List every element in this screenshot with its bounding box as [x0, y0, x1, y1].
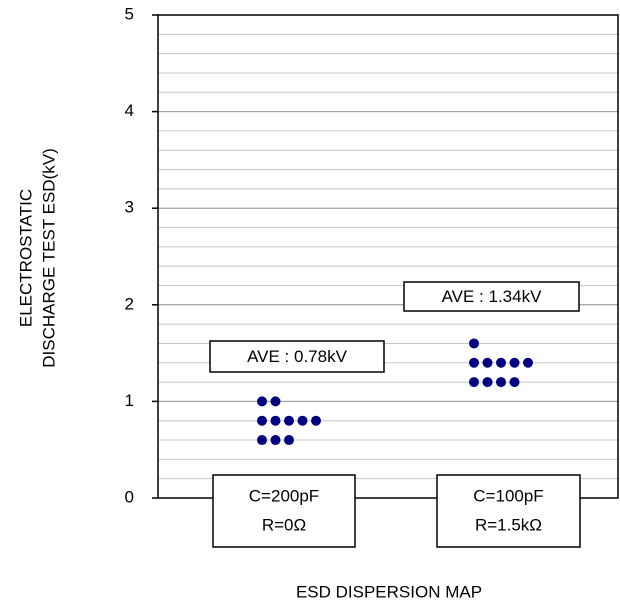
data-point: [311, 415, 321, 426]
category-label: R=0Ω: [262, 515, 306, 534]
data-point: [297, 415, 308, 426]
chart-title: ESD DISPERSION MAP: [296, 582, 482, 601]
data-point: [284, 415, 294, 426]
y-tick-label: 4: [125, 101, 134, 120]
plot-frame: [157, 14, 619, 499]
category-box: [212, 474, 356, 548]
y-tick-label: 1: [125, 391, 134, 410]
y-tick-label: 5: [125, 4, 134, 23]
y-tick-label: 3: [125, 198, 134, 217]
annotation-box: [209, 340, 385, 373]
y-tick-label: 0: [125, 487, 134, 506]
data-point: [257, 415, 267, 426]
data-point: [523, 357, 533, 368]
data-point: [257, 435, 267, 446]
annotation-box: [403, 281, 580, 312]
annotation: AVE : 0.78kV: [247, 347, 348, 366]
data-point: [270, 415, 281, 426]
data-point: [469, 338, 479, 349]
data-point: [496, 377, 506, 388]
data-point: [496, 357, 506, 368]
category-label: R=1.5kΩ: [475, 515, 542, 534]
annotation: AVE : 1.34kV: [442, 287, 543, 306]
data-point: [469, 377, 479, 388]
data-point: [509, 377, 520, 388]
y-axis-label: DISCHARGE TEST ESD(kV): [39, 148, 58, 367]
data-point: [270, 396, 281, 407]
category-box: [436, 474, 581, 548]
data-point: [284, 435, 294, 446]
category-label: C=100pF: [473, 486, 543, 505]
data-point: [482, 357, 493, 368]
y-axis-label: ELECTROSTATIC: [16, 189, 35, 327]
data-point: [482, 377, 493, 388]
data-point: [469, 357, 479, 368]
y-tick-label: 2: [125, 294, 134, 313]
data-point: [257, 396, 267, 407]
data-point: [509, 357, 520, 368]
category-label: C=200pF: [249, 486, 319, 505]
data-point: [270, 435, 281, 446]
